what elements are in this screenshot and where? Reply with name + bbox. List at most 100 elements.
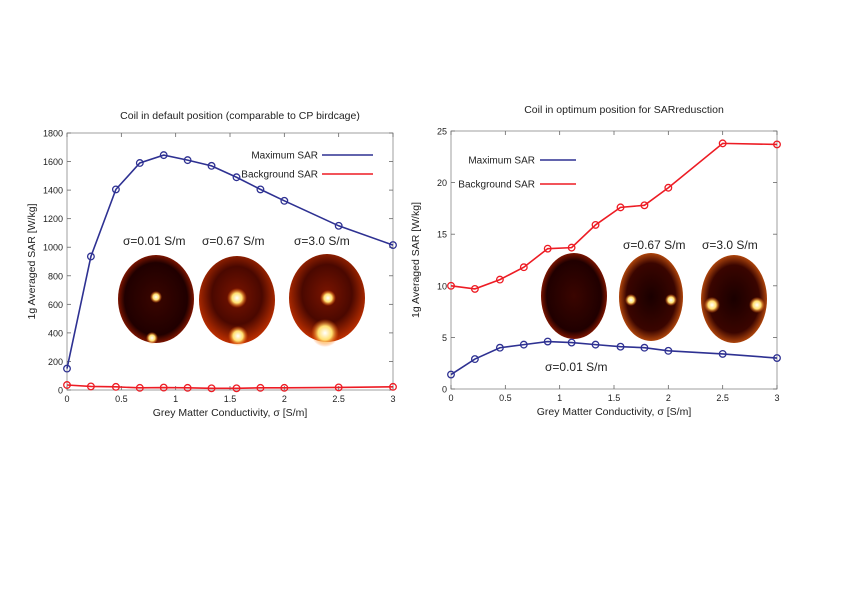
sar-map-image-1 [541,253,607,339]
sigma-annotation: σ=0.67 S/m [202,234,264,248]
x-tick-label: 0 [448,393,453,403]
y-tick-label: 800 [48,271,63,281]
sar-map-image-3 [701,255,767,343]
x-tick-label: 0.5 [499,393,512,403]
sigma-annotation: σ=3.0 S/m [702,238,758,252]
x-tick-label: 2 [282,394,287,404]
data-point [334,221,343,230]
hotspot [311,319,339,347]
data-point [495,275,504,284]
sar-map-image-3 [289,254,365,347]
y-tick-label: 400 [48,328,63,338]
data-point [567,338,576,347]
series-line-background-sar [66,384,394,390]
x-tick-label: 1.5 [224,394,237,404]
sigma-annotation: σ=0.67 S/m [623,238,685,252]
y-tick-label: 1000 [43,243,63,253]
series-line-maximum-sar [450,340,778,376]
y-tick-label: 1200 [43,214,63,224]
data-point [86,252,95,261]
x-tick-label: 0 [64,394,69,404]
data-point [664,346,673,355]
data-point [256,383,265,392]
x-tick-label: 1 [173,394,178,404]
data-point [256,185,265,194]
sigma-annotation: σ=3.0 S/m [294,234,350,248]
x-tick-label: 0.5 [115,394,128,404]
data-point [470,355,479,364]
data-point [718,349,727,358]
data-point [470,284,479,293]
data-point [207,161,216,170]
hotspot [320,290,336,306]
x-axis-label: Grey Matter Conductivity, σ [S/m] [537,406,692,418]
brain-slice [701,255,767,343]
y-tick-label: 5 [442,333,447,343]
data-point [519,340,528,349]
data-point [63,381,71,389]
data-point [567,243,576,252]
data-point [773,354,781,362]
y-tick-label: 1400 [43,186,63,196]
hotspot [625,294,637,306]
series-line-maximum-sar [66,154,394,369]
data-point [183,383,192,392]
y-tick-label: 25 [437,127,447,137]
hotspot [150,291,162,303]
data-point [591,220,600,229]
y-tick-label: 1600 [43,157,63,167]
data-point [280,383,289,392]
data-point [135,383,144,392]
hotspot [704,297,720,313]
data-point [543,337,552,346]
data-point [389,241,397,250]
data-point [334,383,343,392]
brain-slice [541,253,607,339]
data-point [664,183,673,192]
hotspot [228,326,248,346]
legend-label: Maximum SAR [251,151,318,162]
y-axis-label: 1g Averaged SAR [W/kg] [410,202,422,318]
data-point [159,151,168,160]
sigma-annotation: σ=0.01 S/m [123,234,185,248]
data-point [640,201,649,210]
legend-label: Maximum SAR [468,156,535,167]
x-tick-label: 3 [774,393,779,403]
series-line-background-sar [450,142,778,290]
chart-2: Coil in optimum position for SARreduscti… [410,104,781,418]
x-tick-label: 2 [666,393,671,403]
data-point [111,185,120,194]
chart-1: Coil in default position (comparable to … [26,110,397,419]
data-point [447,281,455,290]
sigma-annotation: σ=0.01 S/m [545,360,607,374]
data-point [519,263,528,272]
data-point [773,140,781,149]
chart-title: Coil in optimum position for SARreduscti… [524,104,724,116]
hotspot [227,288,247,308]
y-tick-label: 10 [437,281,447,291]
hotspot [146,332,158,344]
x-tick-label: 2.5 [332,394,345,404]
data-point [543,244,552,253]
y-tick-label: 200 [48,357,63,367]
data-point [232,384,241,393]
y-tick-label: 15 [437,230,447,240]
y-tick-label: 1800 [43,129,63,139]
y-axis-label: 1g Averaged SAR [W/kg] [26,203,38,319]
data-point [207,384,216,393]
data-point [183,156,192,165]
brain-slice [619,253,683,341]
data-point [591,340,600,349]
y-tick-label: 0 [58,386,63,396]
data-point [389,382,397,391]
y-tick-label: 20 [437,178,447,188]
data-point [63,364,71,373]
data-point [135,159,144,167]
x-axis-label: Grey Matter Conductivity, σ [S/m] [153,407,308,419]
data-point [447,370,455,379]
legend-label: Background SAR [241,170,318,181]
data-point [111,382,120,391]
hotspot [749,297,765,313]
data-point [718,139,727,148]
data-point [232,173,241,182]
